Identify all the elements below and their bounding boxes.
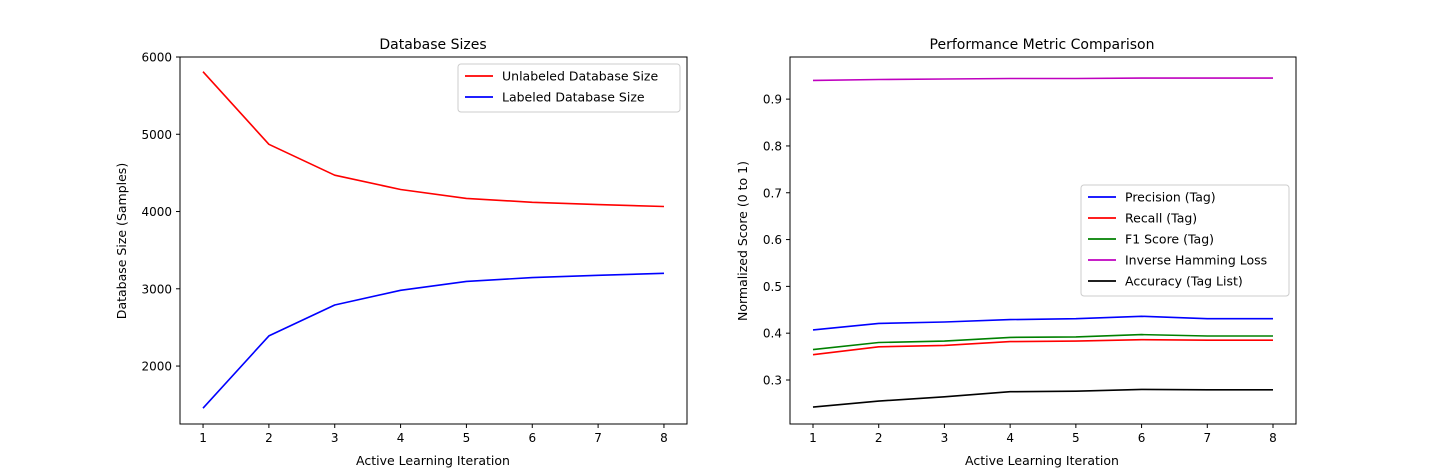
y-tick-label: 0.7	[763, 186, 782, 200]
axis-ticks: 1 2 3 4 5 6 7 8 2000 3000 4000 5000 6000	[141, 51, 667, 446]
legend-box	[1080, 184, 1290, 297]
y-tick-label: 0.8	[763, 139, 782, 153]
y-tick-label: 3000	[141, 282, 172, 296]
y-tick-label: 0.6	[763, 233, 782, 247]
series-line-inverse-hamming-loss	[812, 77, 1273, 82]
performance-metric-chart: Performance Metric Comparison Active Lea…	[735, 37, 1297, 468]
y-tick-label: 0.4	[763, 327, 782, 341]
y-tick-label: 5000	[141, 128, 172, 142]
x-tick-label: 3	[941, 431, 949, 445]
y-axis-label: Database Size (Samples)	[114, 163, 129, 319]
y-axis-label: Normalized Score (0 to 1)	[735, 161, 750, 321]
legend: Unlabeled Database Size Labeled Database …	[457, 63, 681, 113]
axis-ticks: 1 2 3 4 5 6 7 8 0.3 0.4 0.5 0.6 0.7 0.8 0.9	[763, 93, 1277, 445]
y-tick-label: 6000	[141, 51, 172, 65]
plot-frame	[789, 56, 1297, 425]
database-sizes-chart: Database Sizes Active Learning Iteration…	[114, 37, 688, 468]
x-tick-label: 2	[875, 431, 883, 445]
x-tick-label: 4	[397, 431, 405, 445]
x-tick-label: 1	[199, 431, 207, 445]
plot-frame	[179, 56, 688, 425]
x-tick-label: 7	[1203, 431, 1211, 445]
legend-label: Unlabeled Database Size	[502, 69, 658, 84]
y-tick-label: 4000	[141, 205, 172, 219]
x-tick-label: 5	[463, 431, 471, 445]
legend: Precision (Tag) Recall (Tag) F1 Score (Tag…	[1080, 184, 1290, 297]
series-line-labeled-database-size	[202, 272, 665, 409]
legend-label: F1 Score (Tag)	[1125, 232, 1214, 247]
x-tick-label: 8	[1269, 431, 1277, 445]
legend-label: Precision (Tag)	[1125, 190, 1216, 205]
legend-label: Labeled Database Size	[502, 90, 645, 105]
x-tick-label: 6	[528, 431, 536, 445]
y-tick-label: 0.3	[763, 373, 782, 387]
x-tick-label: 6	[1138, 431, 1146, 445]
x-tick-label: 7	[594, 431, 602, 445]
x-axis-label: Active Learning Iteration	[965, 453, 1119, 468]
chart-title: Performance Metric Comparison	[930, 37, 1155, 53]
series-line-recall-tag	[812, 338, 1273, 356]
series-line-precision-tag	[812, 315, 1273, 331]
x-tick-label: 4	[1006, 431, 1014, 445]
series-lines	[812, 77, 1273, 408]
legend-label: Recall (Tag)	[1125, 211, 1197, 226]
x-tick-label: 3	[331, 431, 339, 445]
series-line-accuracy-tag-list	[812, 388, 1273, 408]
y-tick-label: 0.9	[763, 93, 782, 107]
x-axis-label: Active Learning Iteration	[356, 453, 510, 468]
series-line-f1-score-tag	[812, 333, 1273, 351]
x-tick-label: 5	[1072, 431, 1080, 445]
legend-label: Inverse Hamming Loss	[1125, 253, 1267, 268]
x-tick-label: 1	[809, 431, 817, 445]
legend-box	[457, 63, 681, 113]
legend-label: Accuracy (Tag List)	[1125, 274, 1243, 289]
x-tick-label: 2	[265, 431, 273, 445]
y-tick-label: 2000	[141, 360, 172, 374]
series-line-unlabeled-database-size	[202, 71, 665, 208]
series-lines	[202, 71, 665, 409]
x-tick-label: 8	[660, 431, 668, 445]
chart-title: Database Sizes	[379, 37, 486, 53]
y-tick-label: 0.5	[763, 280, 782, 294]
